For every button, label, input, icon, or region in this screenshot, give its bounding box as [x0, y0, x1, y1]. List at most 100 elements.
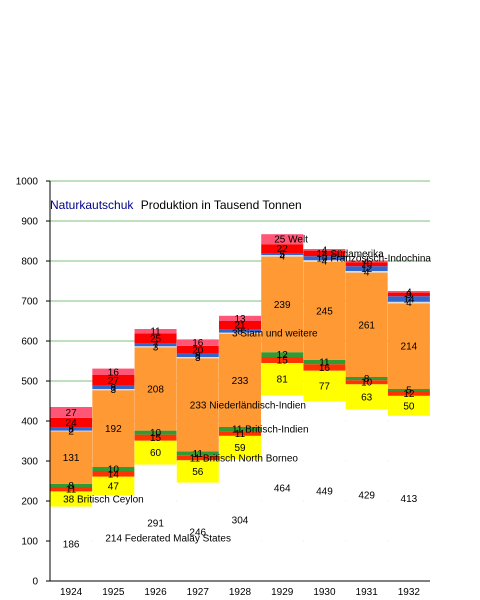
x-tick-label: 1924	[60, 587, 83, 598]
chart-title-rest: Produktion in Tausend Tonnen	[141, 198, 302, 212]
data-label: 4	[322, 257, 328, 268]
bar-segment	[219, 315, 261, 321]
data-label: 81	[277, 375, 289, 386]
data-label: 4	[364, 257, 370, 268]
data-label: 5	[406, 386, 412, 397]
data-label: 4	[406, 298, 412, 309]
data-label: 3	[195, 353, 201, 364]
bar-segment	[92, 471, 135, 477]
data-label: 11	[319, 358, 330, 369]
data-label: 11	[235, 429, 246, 440]
x-tick-label: 1929	[271, 587, 294, 598]
bar-segment	[345, 262, 388, 267]
data-label: 8	[364, 374, 370, 385]
bar-segment	[219, 427, 261, 432]
data-label: 233	[232, 376, 249, 387]
bar-segment	[50, 407, 93, 418]
bar-segment	[92, 389, 135, 391]
data-label: 11	[150, 327, 161, 338]
bar-segment	[345, 380, 388, 385]
data-label: 27	[108, 376, 120, 387]
data-label: 24	[66, 418, 78, 429]
data-label: 15	[277, 356, 289, 367]
bar-segment	[387, 391, 430, 396]
data-label: 11 Britisch-Indien	[232, 425, 309, 436]
data-label: 291	[147, 518, 164, 529]
bar-segment	[219, 321, 261, 330]
data-label: 245	[316, 306, 333, 317]
y-tick-label: 500	[21, 377, 38, 388]
y-tick-label: 300	[21, 457, 38, 468]
bars	[50, 234, 430, 581]
bar-segment	[261, 255, 304, 257]
bar-segment	[176, 451, 219, 456]
bar-segment	[345, 409, 388, 581]
data-label: 4	[279, 251, 285, 262]
data-label: 63	[361, 392, 373, 403]
bar-segment	[345, 271, 388, 273]
bar-segment	[176, 357, 219, 359]
bar-segment	[261, 357, 304, 363]
data-label: 16	[108, 367, 120, 378]
bar-segment	[303, 370, 346, 402]
data-label: 8	[237, 327, 243, 338]
data-label: 16	[319, 363, 331, 374]
data-label: 10 Französisch-Indochina	[316, 254, 431, 265]
x-tick-label: 1930	[313, 587, 336, 598]
y-tick-label: 900	[21, 217, 38, 228]
data-label: 12	[361, 264, 373, 275]
bar-segment	[50, 483, 93, 487]
data-label: 8	[68, 481, 74, 492]
data-label: 59	[234, 443, 246, 454]
bar-segment	[92, 467, 135, 471]
data-label: 214	[401, 342, 418, 353]
data-label: 131	[63, 453, 80, 464]
bar-segment	[261, 395, 304, 581]
bar-segment	[50, 417, 93, 428]
data-label: 12	[403, 389, 415, 400]
bar-segment	[50, 427, 93, 431]
x-tick-label: 1928	[229, 587, 252, 598]
bar-segment	[134, 440, 177, 465]
y-tick-label: 600	[21, 337, 38, 348]
data-label: 246	[189, 527, 206, 538]
data-label: 11 Britisch North Borneo	[190, 454, 299, 465]
bar-segment	[387, 415, 430, 581]
data-label: 11	[66, 485, 77, 496]
y-tick-label: 0	[32, 577, 38, 588]
bar-segment	[303, 359, 346, 365]
chart-title: Naturkautschuk Produktion in Tausend Ton…	[50, 198, 302, 212]
bar-segment	[261, 244, 304, 253]
bar-segment	[50, 431, 93, 484]
bar-segment	[134, 347, 177, 431]
bar-segment	[134, 464, 177, 581]
bar-segment	[219, 332, 261, 334]
bar-segment	[92, 476, 135, 496]
data-label: 214 Federated Malay States	[105, 534, 231, 545]
data-label: 413	[401, 494, 418, 505]
bar-segment	[92, 375, 135, 386]
data-label: 12	[277, 350, 289, 361]
data-label: 20	[192, 345, 204, 356]
data-label: 10	[108, 465, 120, 476]
data-label: 11	[193, 449, 204, 460]
bar-segment	[50, 430, 93, 432]
data-label: 13	[234, 314, 246, 325]
data-label: 4	[322, 245, 328, 256]
data-label: 15	[150, 433, 162, 444]
data-label: 464	[274, 484, 291, 495]
bar-segment	[219, 435, 261, 460]
chart-title-highlight: Naturkautschuk	[50, 198, 134, 212]
data-label: 21	[234, 321, 246, 332]
bar-segment	[92, 368, 135, 375]
data-label: 27	[66, 408, 78, 419]
bar-segment	[219, 459, 261, 581]
bar-segment	[261, 256, 304, 353]
data-label: 14	[108, 469, 120, 480]
bar-segment	[134, 434, 177, 441]
y-tick-label: 100	[21, 537, 38, 548]
bar-segment	[345, 272, 388, 377]
bar-segment	[387, 389, 430, 391]
